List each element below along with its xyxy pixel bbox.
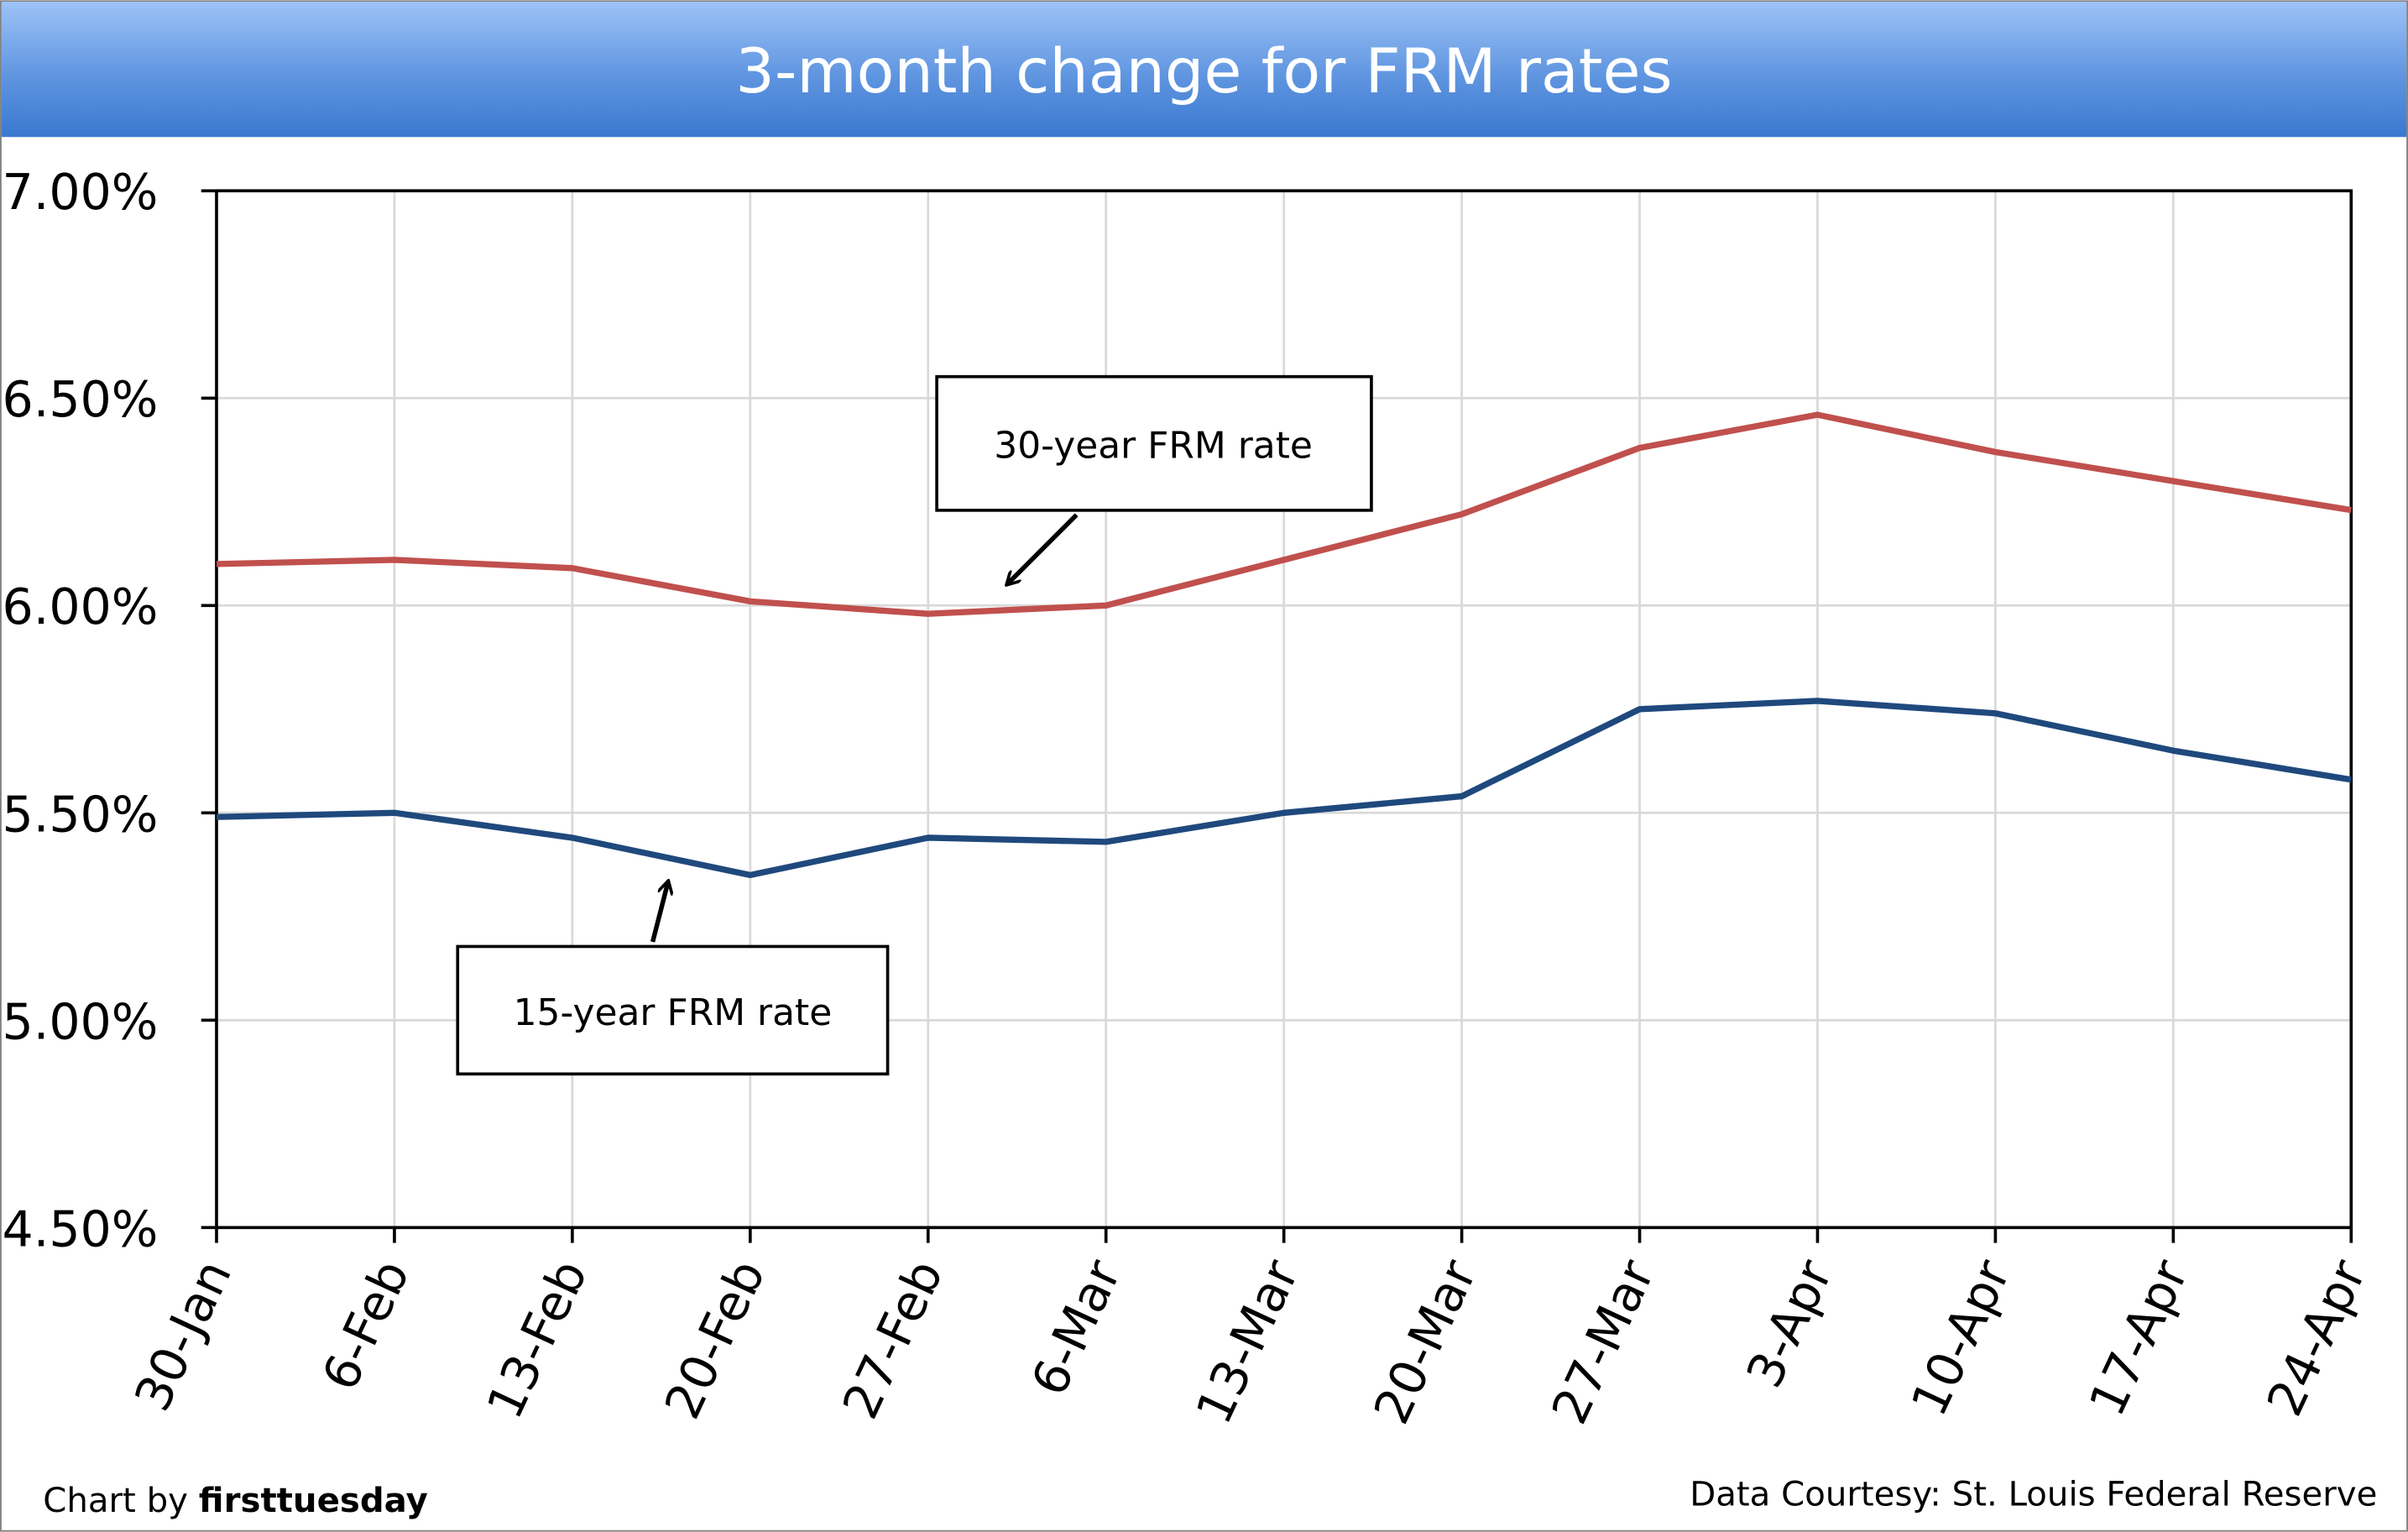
y-tick-label: 7.00% — [2, 164, 158, 221]
credit-prefix: Chart by — [43, 1482, 199, 1520]
y-tick-label: 5.50% — [2, 786, 158, 843]
data-source: Data Courtesy: St. Louis Federal Reserve — [1690, 1476, 2377, 1514]
annotation-30-year: 30-year FRM rate — [935, 374, 1373, 584]
annotation-30-year-arrow — [1007, 513, 1079, 583]
plot-area-border — [215, 189, 2353, 1230]
annotation-15-year: 15-year FRM rate — [456, 882, 890, 1076]
y-tick-label: 6.50% — [2, 371, 158, 428]
annotation-15-year-arrow — [650, 882, 668, 943]
chart-title: 3-month change for FRM rates — [735, 36, 1672, 107]
annotation-15-year-label: 15-year FRM rate — [514, 991, 833, 1034]
credit-brand: firsttuesday — [199, 1482, 428, 1520]
annotation-30-year-label: 30-year FRM rate — [994, 425, 1313, 468]
y-tick-label: 4.50% — [2, 1200, 158, 1257]
chart-credit: Chart by firsttuesday — [43, 1482, 428, 1520]
y-tick-label: 5.00% — [2, 993, 158, 1050]
title-bar — [1, 2, 2407, 138]
y-tick-label: 6.00% — [2, 578, 158, 635]
